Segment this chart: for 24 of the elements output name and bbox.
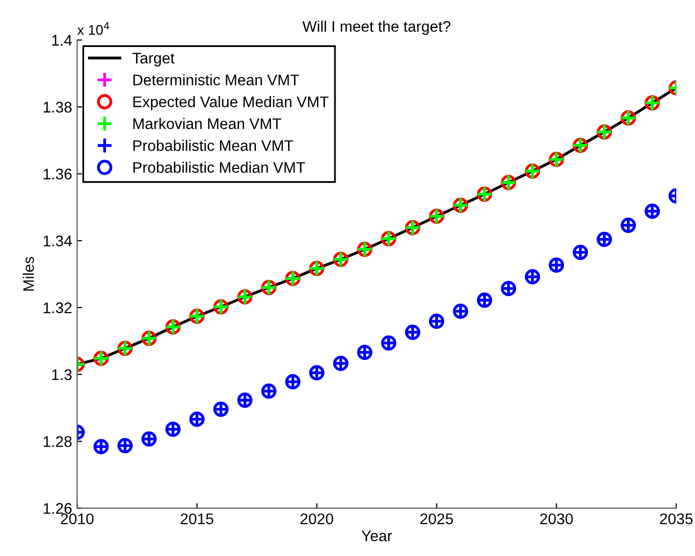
x-tick-label: 2010 <box>60 513 94 524</box>
y-tick-label: 1.28 <box>44 436 72 447</box>
x-tick-label: 2035 <box>660 513 693 524</box>
legend-label: Expected Value Median VMT <box>133 96 329 110</box>
y-tick-label: 1.3 <box>52 369 72 380</box>
x-tick-label: 2020 <box>300 513 334 524</box>
x-tick-label: 2015 <box>180 513 214 524</box>
text: x 10$^{4}$ <box>77 22 110 35</box>
legend-label: Probabilistic Mean VMT <box>133 140 294 151</box>
legend-label: Deterministic Mean VMT <box>133 74 300 86</box>
legend-label: Markovian Mean VMT <box>133 118 282 130</box>
legend-label: Target <box>132 52 174 66</box>
y-tick-label: 1.4 <box>52 35 72 46</box>
legend-label: Probabilistic Median VMT <box>133 162 306 173</box>
y-axis-title: Miles <box>22 256 34 291</box>
x-tick-label: 2025 <box>420 513 453 524</box>
y-tick-label: 1.38 <box>44 102 72 113</box>
y-tick-label: 1.26 <box>44 503 72 514</box>
y-tick-label: 1.34 <box>44 236 72 246</box>
y-tick-label: 1.36 <box>44 168 72 180</box>
x-tick-label: 2030 <box>540 513 573 524</box>
x-axis-title: Year <box>362 530 392 542</box>
chart-title: Will I meet the target? <box>302 20 450 35</box>
y-tick-label: 1.32 <box>44 302 72 314</box>
